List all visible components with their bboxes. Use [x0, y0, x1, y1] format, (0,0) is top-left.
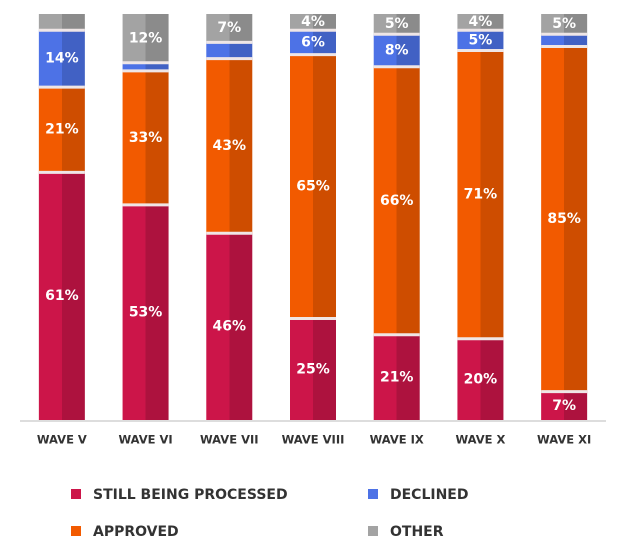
value-label: 12% [129, 30, 163, 46]
value-label: 4% [469, 14, 493, 30]
value-label: 5% [469, 32, 493, 48]
value-label: 4% [301, 14, 325, 30]
value-label: 66% [380, 193, 414, 209]
bar-segment [457, 30, 504, 51]
bar-segment [373, 66, 420, 335]
legend-label: DECLINED [390, 487, 469, 503]
x-tick-label: WAVE IX [370, 433, 424, 447]
bar-segment [38, 87, 85, 173]
bar-segment [541, 391, 588, 420]
legend-label: STILL BEING PROCESSED [93, 487, 288, 503]
value-label: 20% [464, 371, 498, 387]
bar-segment [290, 14, 336, 31]
bar-segment [38, 172, 85, 420]
value-label: 65% [296, 179, 330, 195]
value-label: 43% [213, 138, 247, 154]
value-label: 14% [45, 51, 79, 67]
value-label: 71% [464, 187, 498, 203]
bar-segment [206, 14, 253, 43]
bar-segment [373, 14, 420, 35]
value-label: 21% [380, 369, 414, 385]
bar-segment [373, 334, 420, 420]
value-label: 5% [552, 16, 576, 32]
value-label: 46% [213, 319, 247, 335]
bar-segment [541, 46, 588, 392]
value-label: 21% [45, 122, 79, 138]
value-label: 8% [385, 43, 409, 59]
value-label: 7% [552, 398, 576, 414]
bar-segment [457, 50, 504, 339]
value-label: 61% [45, 288, 79, 304]
bar-segment [290, 54, 336, 319]
legend-label: OTHER [390, 524, 444, 540]
legend-swatch [71, 489, 81, 499]
bar-segment [290, 318, 336, 420]
x-tick-label: WAVE VIII [282, 433, 345, 447]
x-tick-label: WAVE V [37, 433, 87, 447]
value-label: 53% [129, 304, 163, 320]
x-tick-label: WAVE X [455, 433, 505, 447]
legend-swatch [71, 526, 81, 536]
value-label: 25% [296, 361, 330, 377]
legend-swatch [368, 526, 378, 536]
bar-segment [122, 62, 169, 71]
legend-label: APPROVED [93, 524, 179, 540]
bar-segment [206, 58, 253, 234]
bar-segment [38, 30, 85, 88]
value-label: 5% [385, 16, 409, 32]
bar-segment [541, 14, 588, 35]
x-tick-label: WAVE XI [537, 433, 591, 447]
bar-segment [290, 30, 336, 55]
value-label: 7% [217, 20, 241, 36]
legend-swatch [368, 489, 378, 499]
bar-segment [541, 34, 588, 47]
bar-segment [122, 14, 169, 63]
value-label: 85% [547, 211, 581, 227]
value-label: 33% [129, 130, 163, 146]
bar-segment [122, 70, 169, 205]
bar-segment [122, 204, 169, 420]
x-tick-label: WAVE VI [118, 433, 172, 447]
bar-segment [373, 34, 420, 67]
bar-segment [206, 42, 253, 59]
bar-segment [38, 14, 85, 31]
value-label: 6% [301, 34, 325, 50]
bar-segment [206, 233, 253, 420]
bar-segment [457, 14, 504, 31]
bar-segment [457, 338, 504, 420]
x-tick-label: WAVE VII [200, 433, 259, 447]
